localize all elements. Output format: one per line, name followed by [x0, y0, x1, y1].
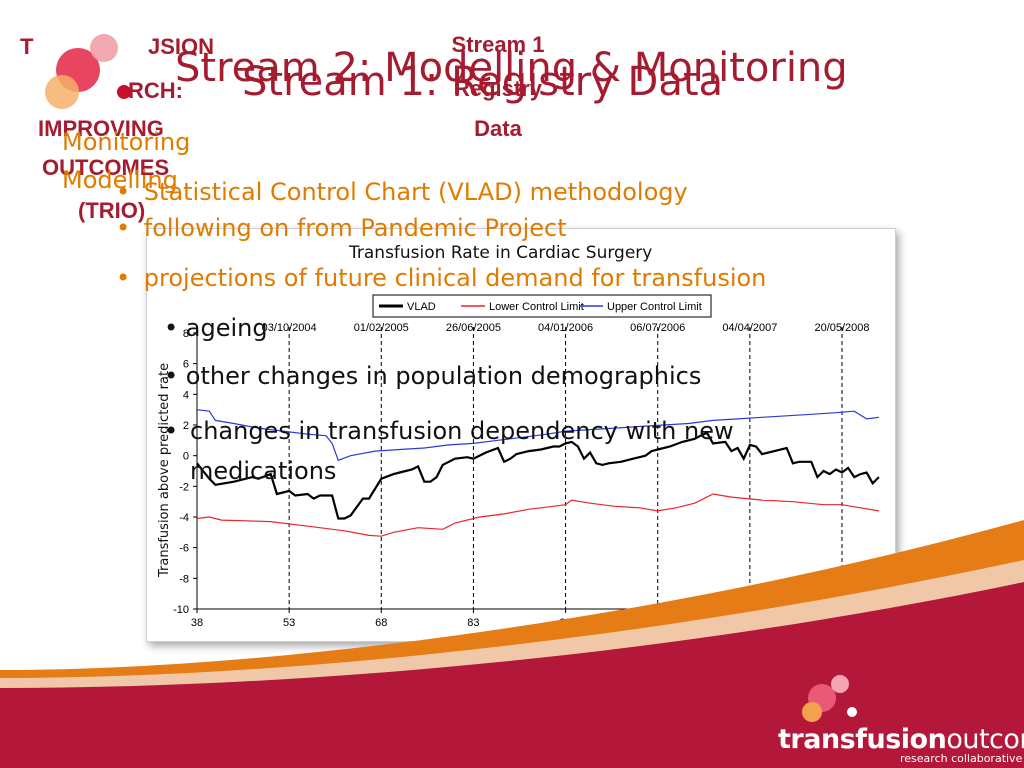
logo-dot-orange — [802, 702, 822, 722]
x-tick-label: 38 — [191, 617, 203, 629]
stream1-label-line2: Registry — [453, 76, 543, 101]
y-tick-label: 0 — [183, 451, 189, 463]
dots-logo-top — [45, 34, 131, 109]
y-tick-label: 8 — [183, 328, 189, 340]
sub-bullet-2: • other changes in population demographi… — [164, 362, 702, 390]
sub-bullet-1: • ageing — [164, 314, 268, 342]
ghost-title-jsion: JSION — [148, 34, 215, 59]
series-line-lower-control-limit — [196, 493, 879, 537]
ghost-title-rch: RCH: — [128, 78, 183, 103]
slide-title-stream1: Stream 1: Registry Data — [242, 59, 724, 105]
series-line-vlad — [196, 431, 880, 520]
bullet-1: • Statistical Control Chart (VLAD) metho… — [116, 178, 688, 206]
y-tick-label: -6 — [179, 543, 189, 555]
y-tick-label: 2 — [183, 420, 189, 432]
legend-label-lower-control-limit: Lower Control Limit — [489, 301, 584, 313]
bullet-2-text: following on from Pandemic Project — [143, 214, 567, 242]
date-marker-label: 04/04/2007 — [722, 322, 777, 334]
x-tick-label: 53 — [283, 617, 295, 629]
x-tick-label: 68 — [375, 617, 387, 629]
overlay-monitoring: Monitoring — [62, 128, 191, 156]
legend-box — [372, 294, 712, 318]
ghost-title-t: T — [20, 34, 34, 59]
logo-tagline: research collaborative — [900, 752, 1023, 765]
ghost-title-improving: IMPROVING — [38, 116, 164, 141]
slide-title-stream2: Stream 2: Modelling & Monitoring — [175, 45, 848, 91]
ghost-title-outcomes: OUTCOMES — [42, 155, 170, 180]
y-tick-label: -8 — [179, 573, 189, 585]
y-tick-label: -2 — [179, 481, 189, 493]
overlay-modelling: Modelling — [62, 166, 178, 194]
dots-logo-bottom — [802, 675, 857, 722]
y-tick-label: -4 — [179, 512, 189, 524]
logo-dot-light — [831, 675, 849, 693]
date-marker-label: 03/10/2004 — [262, 322, 317, 334]
dot-orange — [45, 75, 79, 109]
logo-dot-small — [847, 707, 857, 717]
x-tick-label: 83 — [467, 617, 479, 629]
bullet-3-text: projections of future clinical demand fo… — [143, 264, 767, 292]
stream1-label-line3: Data — [474, 116, 522, 141]
dot-light-pink — [90, 34, 118, 62]
sub-bullet-1-text: ageing — [185, 314, 268, 342]
logo-wordmark: transfusionoutcomes — [778, 724, 1024, 755]
bullet-1-text: Statistical Control Chart (VLAD) methodo… — [143, 178, 688, 206]
stream1-label-line1: Stream 1 — [451, 32, 545, 57]
y-tick-label: 6 — [183, 359, 189, 371]
logo-bold: transfusion — [778, 724, 947, 755]
date-marker-label: 04/01/2006 — [538, 322, 593, 334]
ghost-title-trio: (TRIO) — [78, 198, 146, 223]
date-marker-label: 01/02/2005 — [354, 322, 409, 334]
date-marker-label: 26/06/2005 — [446, 322, 501, 334]
dot-red-small — [117, 85, 131, 99]
series-line-upper-control-limit — [196, 409, 879, 462]
chart-title: Transfusion Rate in Cardiac Surgery — [349, 243, 653, 263]
sub-bullet-2-text: other changes in population demographics — [185, 362, 702, 390]
swoosh-red — [0, 582, 1024, 768]
date-marker-label: 20/05/2008 — [814, 322, 869, 334]
sub-bullet-3: • changes in transfusion dependency with … — [164, 411, 844, 491]
legend-label-vlad: VLAD — [407, 301, 436, 313]
bullet-2: • following on from Pandemic Project — [116, 214, 567, 242]
sub-bullet-3-text: changes in transfusion dependency with n… — [190, 417, 734, 485]
legend-label-upper-control-limit: Upper Control Limit — [607, 301, 702, 313]
logo-light: outcomes — [946, 724, 1024, 755]
y-tick-label: -10 — [173, 604, 189, 616]
date-marker-label: 06/07/2006 — [630, 322, 685, 334]
bullet-3: • projections of future clinical demand … — [116, 264, 767, 292]
y-tick-label: 4 — [183, 389, 189, 401]
footer-swoosh — [0, 520, 1024, 768]
